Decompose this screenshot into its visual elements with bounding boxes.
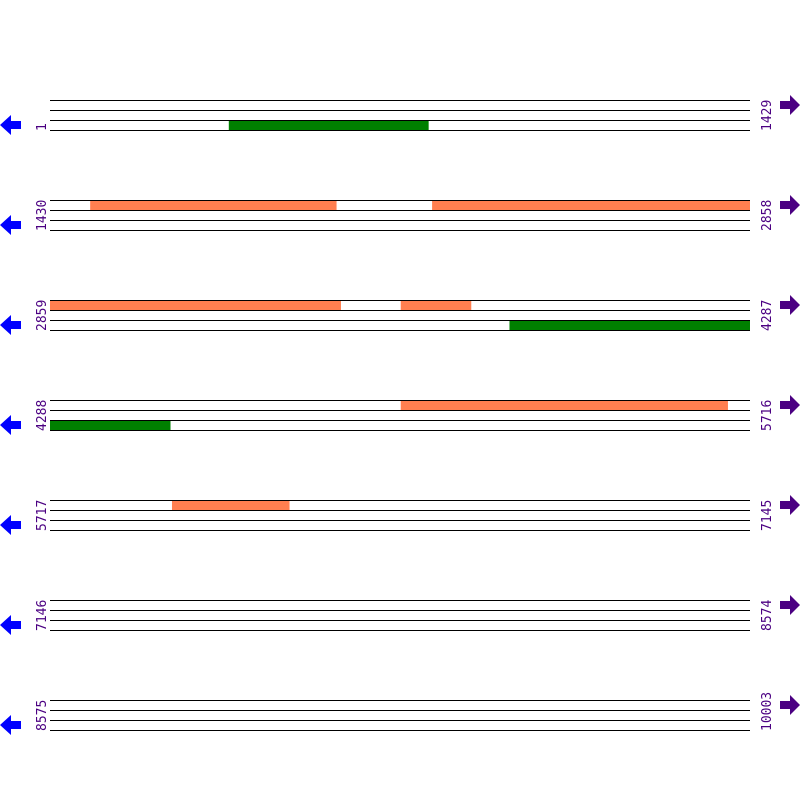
forward-feature-bar[interactable] [50, 300, 341, 310]
arrow-right-icon[interactable] [780, 495, 800, 515]
row-end-label: 4287 [760, 300, 775, 331]
row-start-label: 2859 [35, 300, 50, 331]
forward-feature-bar[interactable] [90, 200, 337, 210]
forward-feature-bar[interactable] [400, 300, 472, 310]
arrow-right-icon[interactable] [780, 595, 800, 615]
arrow-right-icon[interactable] [780, 395, 800, 415]
arrow-right-icon[interactable] [780, 695, 800, 715]
row-start-label: 8575 [35, 700, 50, 731]
row-start-label: 1430 [35, 200, 50, 231]
reverse-feature-bar[interactable] [228, 120, 429, 130]
arrow-left-icon[interactable] [0, 715, 21, 735]
arrow-left-icon[interactable] [0, 215, 21, 235]
arrow-right-icon[interactable] [780, 95, 800, 115]
arrow-left-icon[interactable] [0, 315, 21, 335]
row-start-label: 4288 [35, 400, 50, 431]
forward-feature-bar[interactable] [400, 400, 728, 410]
row-end-label: 10003 [760, 692, 775, 731]
arrow-left-icon[interactable] [0, 615, 21, 635]
reverse-feature-bar[interactable] [509, 320, 750, 330]
row-start-label: 5717 [35, 500, 50, 531]
arrow-right-icon[interactable] [780, 195, 800, 215]
arrow-left-icon[interactable] [0, 115, 21, 135]
row-start-label: 7146 [35, 600, 50, 631]
forward-feature-bar[interactable] [171, 500, 290, 510]
row-start-label: 1 [35, 123, 50, 131]
reverse-feature-bar[interactable] [50, 420, 171, 430]
arrow-left-icon[interactable] [0, 415, 21, 435]
row-end-label: 1429 [760, 100, 775, 131]
arrow-right-icon[interactable] [780, 295, 800, 315]
row-end-label: 7145 [760, 500, 775, 531]
row-end-label: 2858 [760, 200, 775, 231]
row-end-label: 8574 [760, 600, 775, 631]
arrow-left-icon[interactable] [0, 515, 21, 535]
row-end-label: 5716 [760, 400, 775, 431]
forward-feature-bar[interactable] [432, 200, 750, 210]
